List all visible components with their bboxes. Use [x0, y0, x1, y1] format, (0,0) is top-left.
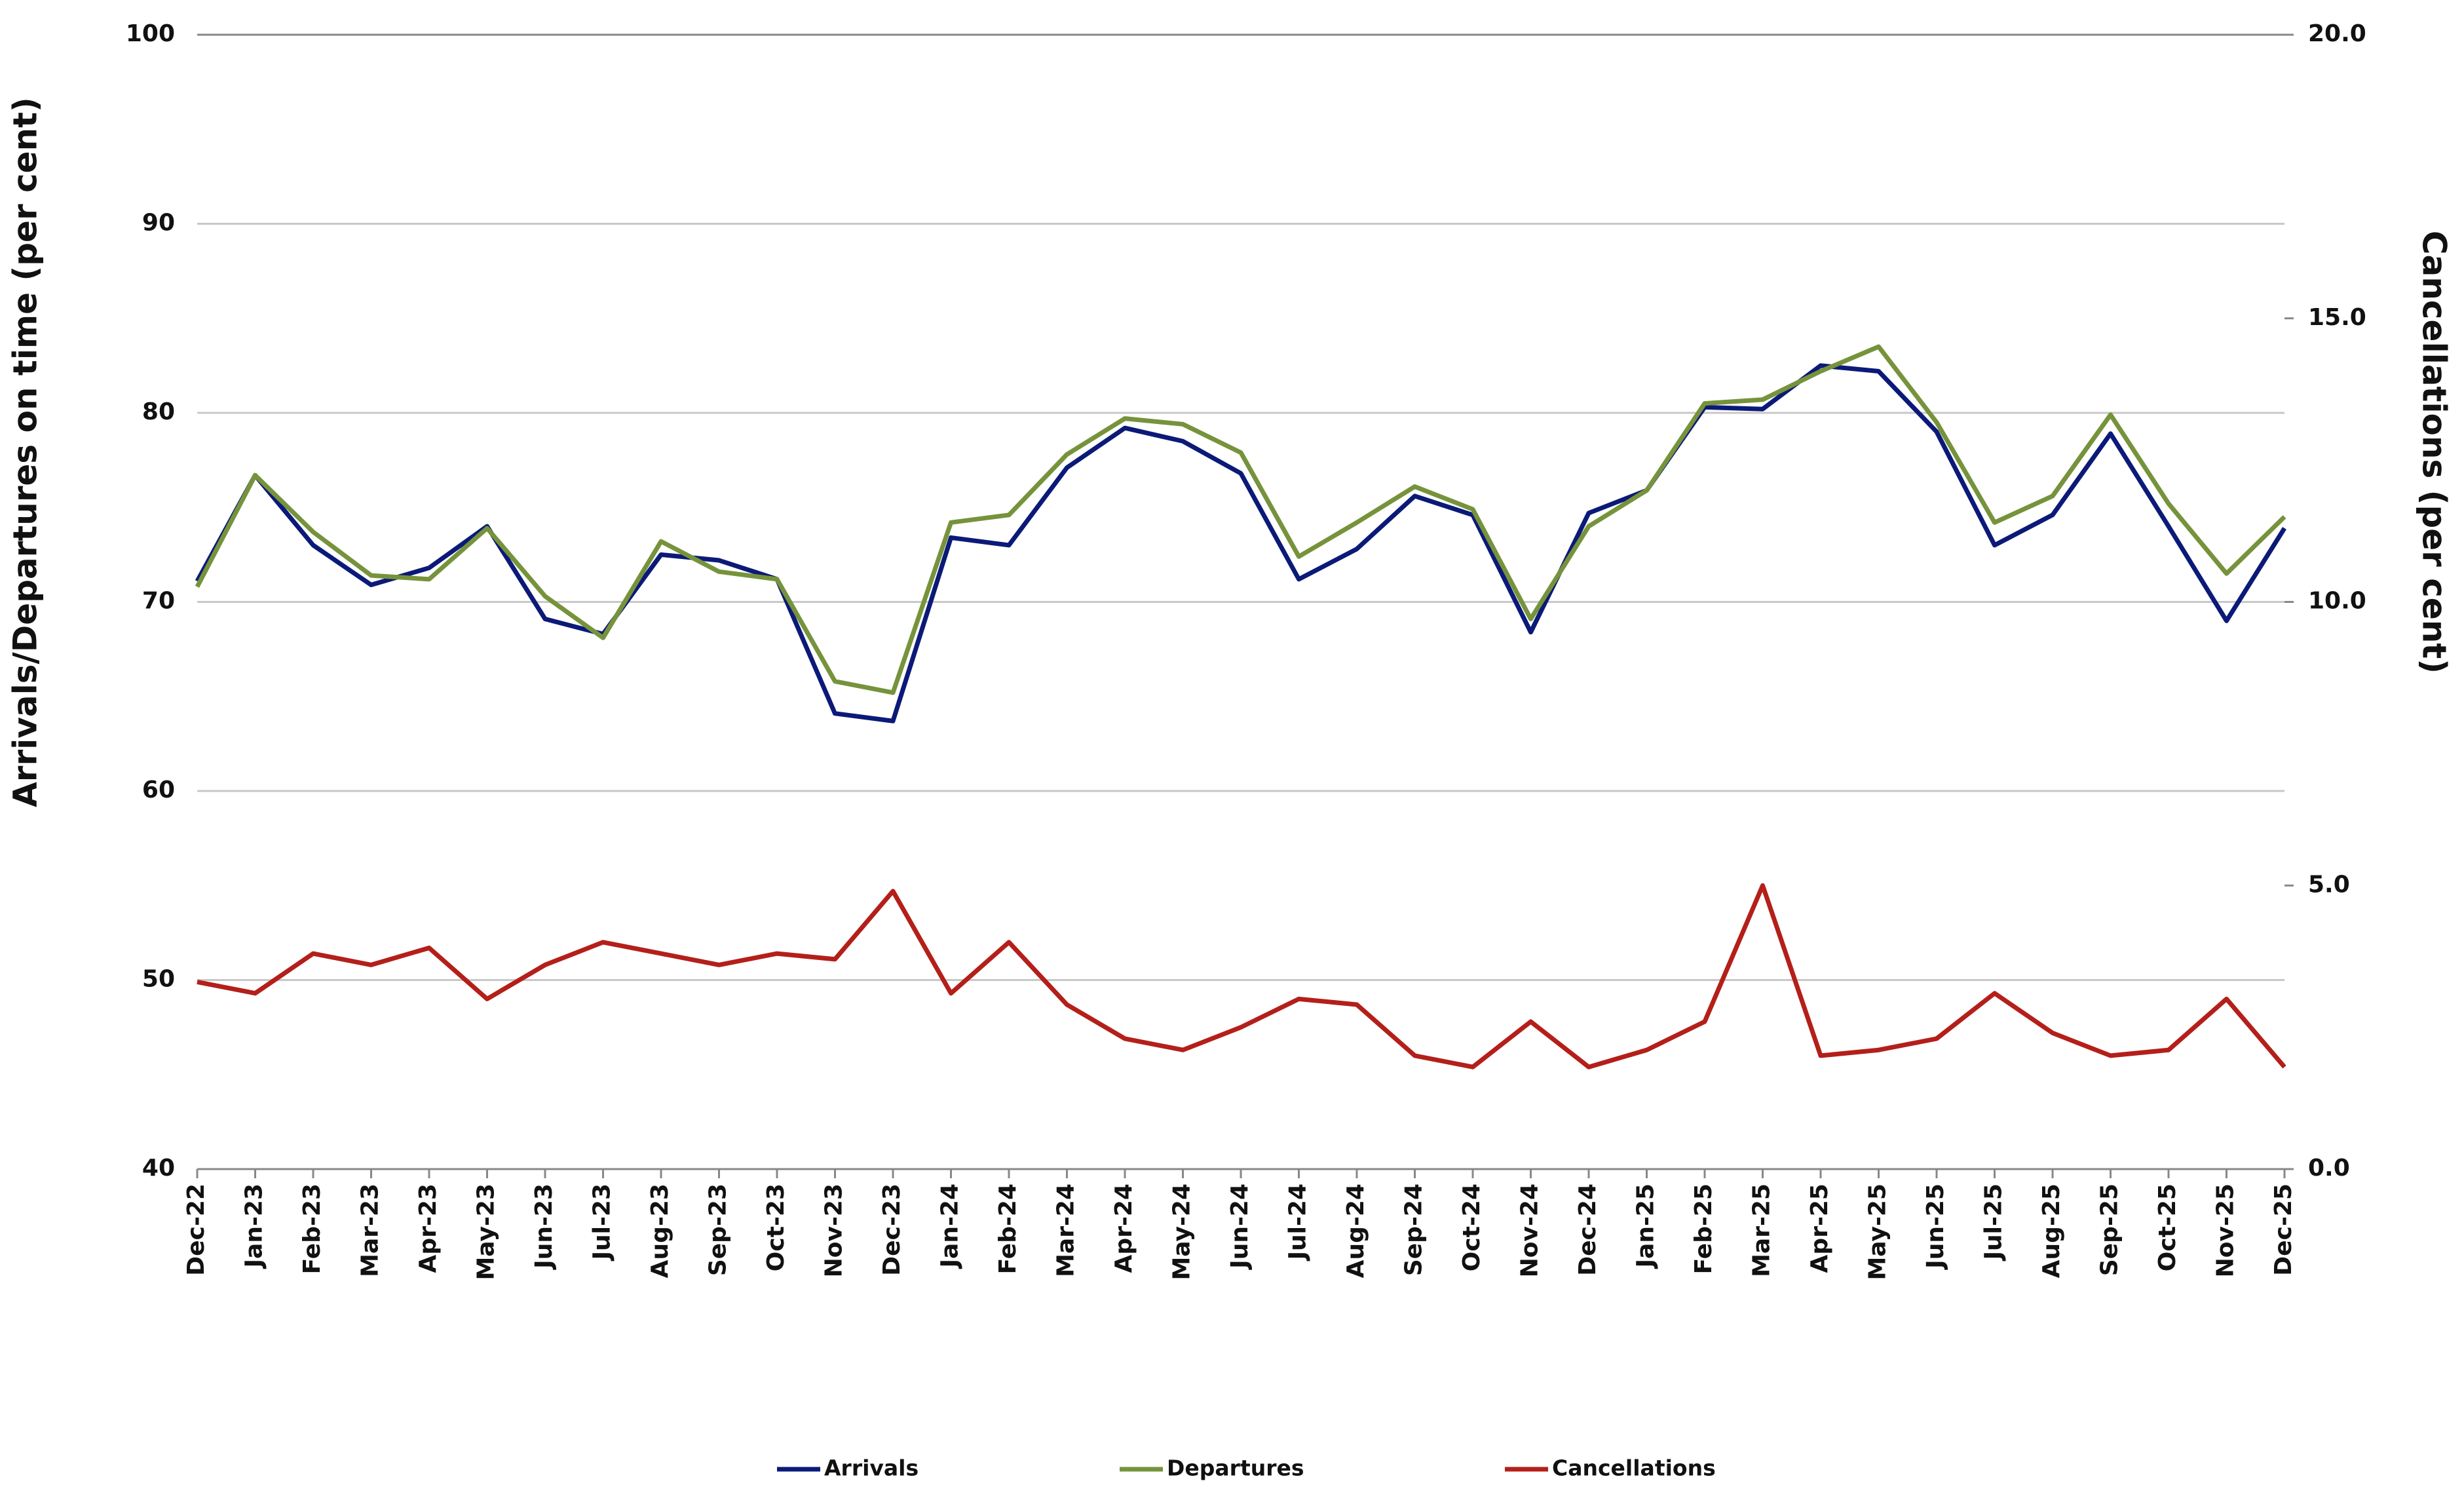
x-tick-label: Apr-24 — [1110, 1184, 1137, 1273]
x-tick-label: Jul-24 — [1285, 1184, 1312, 1261]
x-tick-label: Feb-23 — [299, 1184, 326, 1274]
series-line — [197, 883, 2286, 1069]
y2-tick-label: 20.0 — [2308, 20, 2366, 47]
x-tick-label: Feb-25 — [1690, 1184, 1717, 1274]
x-tick-label: Aug-23 — [647, 1184, 673, 1278]
y-tick-label: 50 — [142, 966, 175, 993]
y-axis-title: Arrivals/Departures on time (per cent) — [7, 97, 45, 807]
x-tick-label: Dec-25 — [2270, 1184, 2297, 1276]
x-tick-label: May-23 — [473, 1184, 500, 1281]
y-tick-label: 60 — [142, 777, 175, 803]
y-tick-label: 70 — [142, 588, 175, 615]
y-tick-label: 80 — [142, 398, 175, 425]
y2-tick-label: 5.0 — [2308, 871, 2350, 898]
x-tick-label: May-25 — [1865, 1184, 1891, 1281]
x-tick-label: Nov-24 — [1517, 1184, 1544, 1277]
series-line — [195, 363, 2286, 723]
legend-label: Departures — [1167, 1455, 1304, 1481]
x-tick-label: Sep-24 — [1401, 1184, 1428, 1276]
x-tick-label: Dec-23 — [879, 1184, 905, 1276]
y-tick-label: 40 — [142, 1155, 175, 1182]
x-tick-label: Dec-24 — [1574, 1184, 1601, 1276]
y2-tick-label: 10.0 — [2308, 588, 2366, 615]
x-tick-label: Jan-25 — [1633, 1184, 1659, 1269]
x-tick-label: Dec-22 — [183, 1184, 210, 1276]
x-tick-label: Apr-23 — [415, 1184, 442, 1273]
x-tick-label: Feb-24 — [995, 1184, 1021, 1274]
x-tick-label: Sep-25 — [2096, 1184, 2123, 1276]
x-tick-label: Oct-24 — [1458, 1184, 1485, 1271]
x-tick-label: Aug-25 — [2038, 1184, 2065, 1278]
series-line — [195, 344, 2286, 695]
x-tick-label: Jul-25 — [1981, 1184, 2007, 1261]
x-tick-label: Jun-24 — [1226, 1184, 1253, 1271]
x-tick-label: May-24 — [1169, 1184, 1196, 1281]
x-tick-label: Jan-23 — [241, 1184, 268, 1269]
x-tick-label: Mar-23 — [357, 1184, 384, 1277]
y-tick-label: 100 — [126, 20, 175, 47]
x-tick-label: Aug-24 — [1342, 1184, 1369, 1278]
x-tick-label: Nov-23 — [821, 1184, 848, 1277]
x-tick-label: Jul-23 — [589, 1184, 616, 1261]
x-tick-label: Mar-24 — [1053, 1184, 1080, 1277]
x-tick-label: Jun-25 — [1922, 1184, 1949, 1271]
x-tick-label: Apr-25 — [1806, 1184, 1833, 1273]
legend-label: Arrivals — [824, 1455, 919, 1481]
x-tick-label: Oct-25 — [2154, 1184, 2181, 1271]
y2-tick-label: 15.0 — [2308, 304, 2366, 331]
y2-axis-title: Cancellations (per cent) — [2416, 231, 2454, 674]
x-tick-label: Sep-23 — [705, 1184, 732, 1276]
x-tick-label: Mar-25 — [1749, 1184, 1775, 1277]
y2-tick-label: 0.0 — [2308, 1155, 2350, 1182]
x-tick-label: Jun-23 — [531, 1184, 558, 1271]
x-tick-label: Oct-23 — [763, 1184, 789, 1271]
y-tick-label: 90 — [142, 210, 175, 237]
x-tick-label: Nov-25 — [2212, 1184, 2239, 1277]
legend-label: Cancellations — [1552, 1455, 1716, 1481]
x-tick-label: Jan-24 — [937, 1184, 964, 1269]
